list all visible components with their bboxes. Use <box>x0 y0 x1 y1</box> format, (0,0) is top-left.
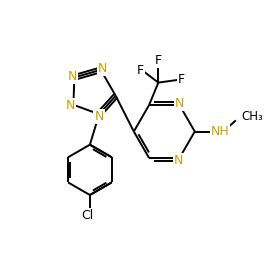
Text: N: N <box>175 96 184 109</box>
Text: N: N <box>95 110 104 123</box>
Text: F: F <box>178 73 185 86</box>
Text: NH: NH <box>211 125 229 138</box>
Text: F: F <box>137 64 144 77</box>
Text: N: N <box>66 99 76 112</box>
Text: N: N <box>173 154 183 167</box>
Text: Cl: Cl <box>82 209 94 222</box>
Text: N: N <box>68 70 77 83</box>
Text: N: N <box>98 62 107 75</box>
Text: F: F <box>155 54 162 67</box>
Text: CH₃: CH₃ <box>242 110 263 123</box>
